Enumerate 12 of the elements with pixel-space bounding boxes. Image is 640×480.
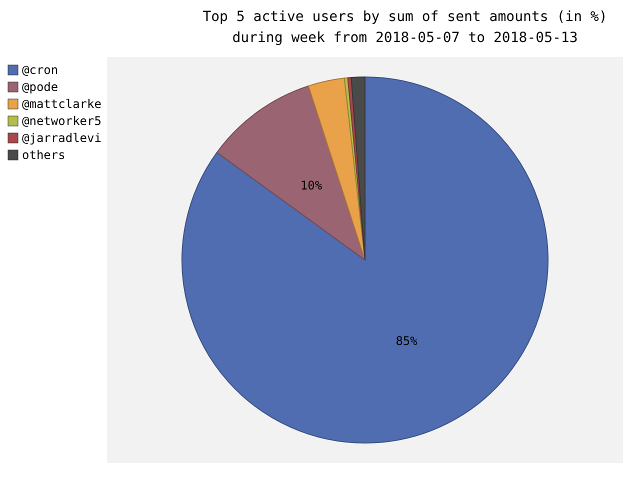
legend-label: others: [22, 148, 66, 162]
chart-title: Top 5 active users by sum of sent amounts (in %) during week from 2018-05-07 to 2018-05-13: [202, 9, 608, 46]
pie-slice: [350, 76, 366, 260]
legend-label: @jarradlevi: [22, 131, 102, 145]
data-label: 85%: [396, 334, 418, 348]
data-label: 10%: [300, 178, 323, 192]
legend-label: @pode: [22, 80, 58, 94]
legend-label: @mattclarke: [22, 97, 102, 111]
legend-label: @cron: [22, 63, 58, 77]
legend-label: @networker5: [22, 114, 102, 128]
pie-slice: [182, 76, 548, 444]
pie-slice: [216, 85, 366, 260]
